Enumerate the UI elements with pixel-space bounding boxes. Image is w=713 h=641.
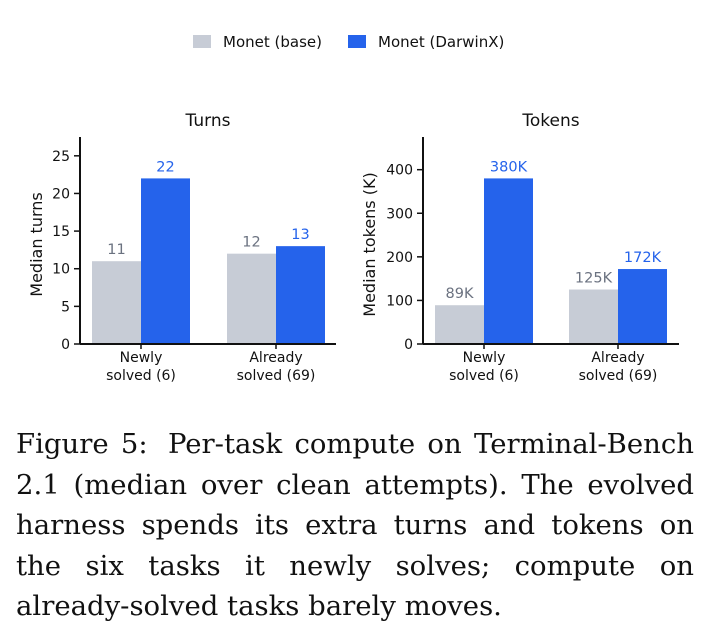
caption-text: Per-task compute on Terminal-​Bench 2.1 … <box>16 428 694 622</box>
x-tick-label-line: solved (69) <box>237 368 316 384</box>
bar <box>92 261 141 344</box>
figure-caption: Figure 5: Per-task compute on Terminal-​… <box>16 424 694 627</box>
x-tick-label: Already solved (69) <box>237 350 316 384</box>
legend: Monet (base) Monet (DarwinX) <box>193 33 504 51</box>
data-label: 125K <box>575 271 613 287</box>
legend-swatch <box>348 35 366 48</box>
chart-title: Tokens <box>521 111 579 131</box>
chart-title: Turns <box>185 111 231 131</box>
bar <box>141 178 190 344</box>
y-tick-label: 0 <box>61 337 70 353</box>
legend-label: Monet (base) <box>223 33 322 51</box>
y-tick-label: 0 <box>404 337 413 353</box>
data-label: 13 <box>291 227 309 243</box>
x-tick-label-line: Newly <box>463 350 506 366</box>
figure-charts: Monet (base) Monet (DarwinX) Turns Median … <box>27 33 679 384</box>
chart-svg: Monet (base) Monet (DarwinX) Turns Median … <box>27 33 679 384</box>
bar <box>484 178 533 344</box>
data-label: 172K <box>624 250 662 266</box>
y-axis-label: Median turns <box>27 192 46 296</box>
chart-panel: Tokens Median tokens (K) 0 100 200 300 400 89K 1… <box>360 111 679 384</box>
x-tick-label-line: solved (6) <box>106 368 176 384</box>
x-tick-label-line: Already <box>249 350 302 366</box>
bar <box>276 246 325 344</box>
bar <box>227 253 276 344</box>
x-tick-label-line: Already <box>591 350 644 366</box>
data-label: 22 <box>156 159 174 175</box>
x-tick-label: Newly solved (6) <box>106 350 176 384</box>
y-tick-label: 5 <box>61 299 70 315</box>
bar <box>569 289 618 344</box>
data-label: 12 <box>242 235 260 251</box>
y-tick-label: 200 <box>386 250 413 266</box>
bar <box>435 305 484 344</box>
y-tick-label: 20 <box>52 186 70 202</box>
y-tick-label: 100 <box>386 293 413 309</box>
y-tick-label: 300 <box>386 206 413 222</box>
y-axis-label: Median tokens (K) <box>360 172 379 316</box>
y-tick-label: 10 <box>52 262 70 278</box>
data-label: 11 <box>107 242 125 258</box>
x-tick-label-line: solved (69) <box>579 368 658 384</box>
data-label: 380K <box>490 159 528 175</box>
chart-panel: Turns Median turns 0 5 10 15 20 25 11 12 22 13 Newly… <box>27 111 336 384</box>
x-tick-label-line: Newly <box>120 350 163 366</box>
legend-swatch <box>193 35 211 48</box>
x-tick-label: Newly solved (6) <box>449 350 519 384</box>
y-tick-label: 15 <box>52 224 70 240</box>
legend-label: Monet (DarwinX) <box>378 33 504 51</box>
y-tick-label: 25 <box>52 149 70 165</box>
caption-label: Figure 5: <box>16 428 148 460</box>
chart-panels: Turns Median turns 0 5 10 15 20 25 11 12 22 13 Newly… <box>27 111 679 384</box>
data-label: 89K <box>446 286 474 302</box>
bar <box>618 269 667 344</box>
y-tick-label: 400 <box>386 163 413 179</box>
x-tick-label-line: solved (6) <box>449 368 519 384</box>
x-tick-label: Already solved (69) <box>579 350 658 384</box>
